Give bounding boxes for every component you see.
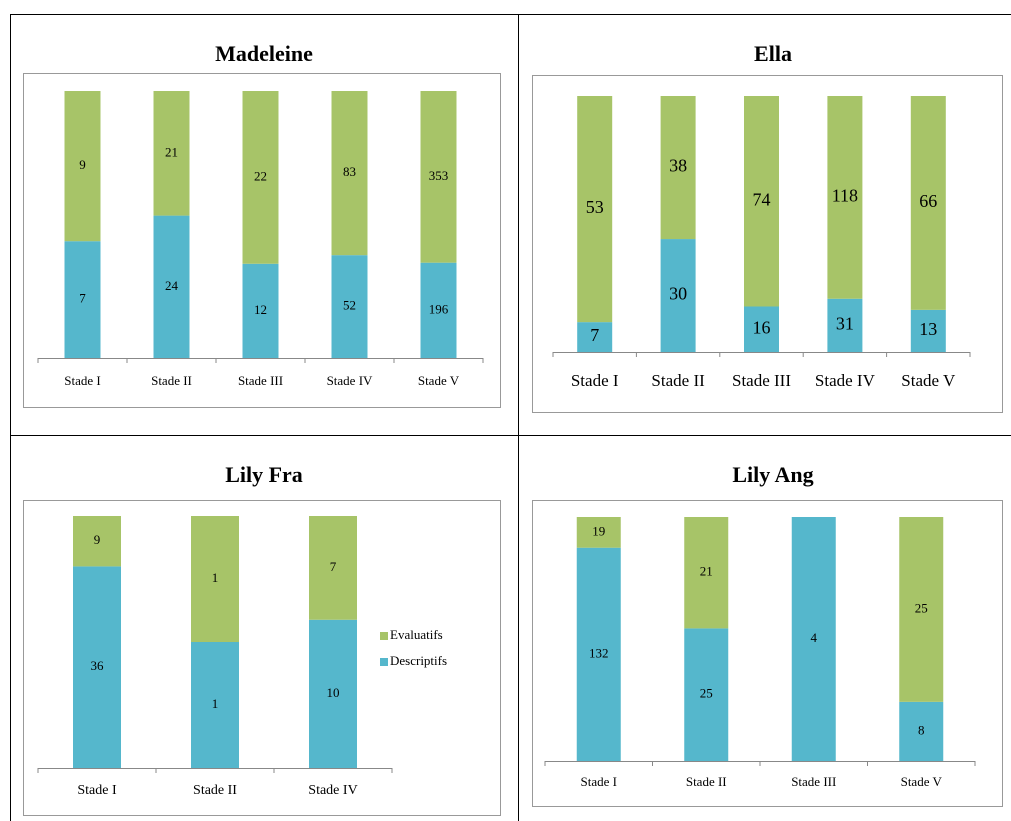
x-tick-label: Stade V — [901, 774, 943, 789]
x-tick-label: Stade II — [651, 371, 705, 390]
chart-frame — [23, 500, 501, 816]
x-tick-label: Stade I — [77, 783, 117, 798]
data-label: 9 — [79, 157, 86, 172]
bar-segment — [899, 701, 944, 761]
x-tick-label: Stade I — [571, 371, 619, 390]
data-label: 66 — [919, 191, 937, 211]
bar-segment — [660, 96, 696, 240]
x-tick-label: Stade I — [581, 774, 617, 789]
data-label: 10 — [327, 685, 340, 700]
chart-title: Lily Ang — [732, 462, 813, 487]
x-tick-label: Stade IV — [308, 783, 357, 798]
bar-segment — [191, 642, 239, 768]
bar-segment — [153, 215, 190, 358]
legend-label: Descriptifs — [390, 653, 447, 668]
bar-segment — [420, 91, 457, 263]
data-label: 1 — [212, 696, 219, 711]
bar-segment — [64, 91, 101, 242]
bar-segment — [899, 517, 944, 702]
chart-title: Ella — [754, 41, 792, 66]
data-label: 16 — [753, 317, 771, 337]
bar-segment — [577, 322, 613, 352]
chart-frame — [23, 73, 501, 408]
data-label: 7 — [79, 291, 86, 306]
bar-segment — [153, 91, 190, 216]
x-tick-label: Stade V — [418, 373, 460, 388]
data-label: 30 — [669, 284, 687, 304]
data-label: 83 — [343, 164, 356, 179]
bar-segment — [827, 298, 863, 352]
data-label: 24 — [165, 278, 179, 293]
data-label: 22 — [254, 168, 267, 183]
x-tick-label: Stade II — [151, 373, 192, 388]
bar-segment — [331, 255, 368, 358]
x-tick-label: Stade III — [732, 371, 791, 390]
data-label: 9 — [94, 532, 101, 547]
data-label: 25 — [700, 686, 713, 701]
bar-segment — [827, 96, 863, 299]
bar-segment — [576, 547, 621, 761]
data-label: 7 — [590, 325, 599, 345]
bar-segment — [660, 239, 696, 352]
data-label: 38 — [669, 156, 687, 176]
data-label: 118 — [832, 185, 858, 205]
data-label: 74 — [753, 189, 771, 209]
x-tick-label: Stade IV — [815, 371, 876, 390]
x-tick-label: Stade II — [193, 783, 237, 798]
table-lines — [10, 14, 1011, 821]
data-label: 19 — [592, 523, 605, 538]
data-label: 196 — [429, 301, 449, 316]
bar-segment — [242, 263, 279, 358]
data-label: 25 — [915, 600, 928, 615]
data-label: 21 — [700, 564, 713, 579]
data-label: 7 — [330, 559, 337, 574]
bar-segment — [73, 516, 121, 567]
data-label: 353 — [429, 168, 449, 183]
data-label: 12 — [254, 302, 267, 317]
data-label: 13 — [919, 319, 937, 339]
data-label: 4 — [811, 630, 818, 645]
chart-frame — [532, 500, 1003, 807]
bar-segment — [910, 96, 946, 310]
bar-segment — [577, 96, 613, 323]
legend-swatch — [380, 658, 388, 666]
bar-segment — [73, 566, 121, 768]
data-label: 53 — [586, 197, 604, 217]
data-label: 132 — [589, 645, 609, 660]
bar-segment — [744, 306, 779, 352]
x-tick-label: Stade III — [791, 774, 836, 789]
bar-segment — [910, 309, 946, 352]
x-tick-label: Stade V — [901, 371, 956, 390]
bar-segment — [191, 516, 239, 642]
bar-segment — [420, 262, 457, 358]
chart-title: Madeleine — [215, 41, 313, 66]
x-tick-label: Stade II — [686, 774, 727, 789]
data-label: 8 — [918, 722, 925, 737]
data-label: 31 — [836, 313, 854, 333]
legend-swatch — [380, 632, 388, 640]
bar-segment — [64, 241, 101, 358]
data-label: 52 — [343, 298, 356, 313]
x-tick-label: Stade IV — [327, 373, 373, 388]
chart-title: Lily Fra — [225, 462, 303, 487]
bar-segment — [309, 516, 357, 620]
legend-label: Evaluatifs — [390, 627, 443, 642]
bar-segment — [791, 517, 836, 761]
bar-segment — [684, 517, 729, 629]
x-tick-label: Stade III — [238, 373, 283, 388]
data-label: 36 — [91, 658, 105, 673]
bar-segment — [331, 91, 368, 256]
chart-frame — [532, 75, 1003, 413]
data-label: 21 — [165, 144, 178, 159]
bar-segment — [744, 96, 779, 307]
bar-segment — [309, 619, 357, 768]
data-label: 1 — [212, 570, 219, 585]
bar-segment — [242, 91, 279, 264]
x-tick-label: Stade I — [64, 373, 100, 388]
bar-segment — [684, 628, 729, 761]
bar-segment — [576, 517, 621, 548]
